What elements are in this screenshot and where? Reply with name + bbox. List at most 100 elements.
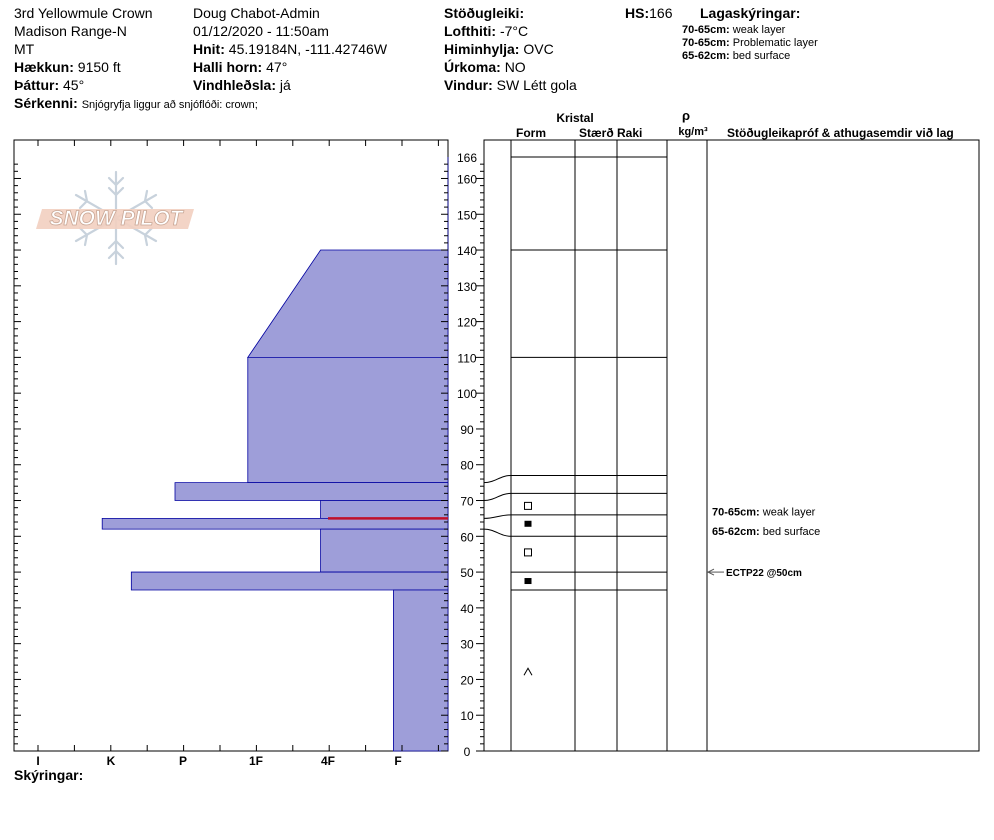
depth-label: 60 bbox=[460, 530, 474, 544]
size-header: Stærð bbox=[579, 126, 614, 140]
hardness-bottom-ticks: I K P 1F 4F F bbox=[36, 745, 439, 768]
hardness-tick-label: I bbox=[36, 754, 39, 768]
comment-texts: 70-65cm: weak layer 65-62cm: bed surface bbox=[712, 506, 820, 538]
hardness-tick-label: F bbox=[394, 754, 401, 768]
depth-label: 160 bbox=[457, 172, 477, 186]
features-value: Snjógryfja liggur að snjóflóði: crown; bbox=[81, 99, 258, 111]
comments-header: Stöðugleikapróf & athugasemdir við lag bbox=[727, 126, 954, 140]
depth-label: 20 bbox=[460, 673, 474, 687]
grain-filled-square-icon bbox=[524, 578, 532, 585]
elevation: Hækkun: 9150 ft bbox=[14, 58, 258, 76]
slope: Halli horn: 47° bbox=[193, 58, 387, 76]
layer-connector bbox=[483, 492, 512, 502]
aspect-label: Þáttur: bbox=[14, 77, 60, 93]
test-marks: ECTP22 @50cm bbox=[706, 568, 802, 579]
aspect-value: 45° bbox=[63, 77, 85, 93]
wind-label: Vindur: bbox=[444, 77, 493, 93]
depth-label: 150 bbox=[457, 208, 477, 222]
elevation-label: Hækkun: bbox=[14, 59, 74, 75]
coords-value: 45.19184N, -111.42746W bbox=[228, 41, 388, 57]
layer-connector bbox=[483, 474, 512, 484]
layer-table-frame bbox=[483, 139, 980, 752]
site-range: Madison Range-N bbox=[14, 23, 127, 39]
air-temp-value: -7°C bbox=[499, 23, 529, 39]
wind-loading: Vindhleðsla: já bbox=[193, 76, 387, 94]
layer-connector bbox=[483, 514, 512, 519]
grain-filled-square-icon bbox=[524, 520, 532, 527]
features: Sérkenni: Snjógryfja liggur að snjóflóði… bbox=[14, 94, 258, 112]
depth-label: 80 bbox=[460, 459, 474, 473]
site-name: 3rd Yellowmule Crown bbox=[14, 5, 153, 21]
depth-label: 0 bbox=[464, 745, 471, 759]
grain-open-square-icon bbox=[524, 501, 532, 510]
notes-label: Skýringar: bbox=[14, 767, 84, 783]
hardness-layer bbox=[130, 571, 449, 591]
hardness-tick-label: K bbox=[107, 754, 116, 768]
sky-value: OVC bbox=[523, 41, 554, 57]
layer-comment: 70-65cm: weak layer bbox=[712, 506, 816, 518]
layer-legend: 70-65cm: weak layer 70-65cm: Problematic… bbox=[682, 24, 818, 63]
snowpilot-logo: SNOW PILOT bbox=[36, 170, 194, 266]
air-temp-label: Lofthiti: bbox=[444, 23, 497, 39]
slope-label: Halli horn: bbox=[193, 59, 263, 75]
precip-value: NO bbox=[504, 59, 526, 75]
hardness-layer bbox=[320, 528, 449, 573]
coords-label: Hnit: bbox=[193, 41, 225, 57]
aspect: Þáttur: 45° bbox=[14, 76, 258, 94]
depth-label: 130 bbox=[457, 280, 477, 294]
layer-comment-range: 70-65cm: bbox=[712, 506, 763, 518]
legend-item: 65-62cm: bed surface bbox=[682, 50, 791, 62]
grain-caret-icon bbox=[523, 667, 533, 676]
conditions-info: Stöðugleiki: Lofthiti: -7°C Himinhylja: … bbox=[444, 4, 577, 94]
hardness-top-ticks bbox=[37, 140, 439, 146]
depth-label: 70 bbox=[460, 495, 474, 509]
test-result: ECTP22 @50cm bbox=[726, 568, 802, 579]
grain-symbols bbox=[523, 501, 533, 676]
depth-label: 110 bbox=[457, 351, 476, 365]
hardness-layer bbox=[392, 589, 449, 752]
wind-value: SW Létt gola bbox=[496, 77, 577, 93]
coordinates: Hnit: 45.19184N, -111.42746W bbox=[193, 40, 387, 58]
layer-rows bbox=[483, 156, 667, 591]
notes: Skýringar: bbox=[14, 766, 83, 784]
density-unit: kg/m³ bbox=[678, 126, 708, 138]
hardness-layer bbox=[174, 482, 449, 501]
arrow-left-icon bbox=[706, 568, 715, 576]
stability-label: Stöðugleiki: bbox=[444, 5, 525, 21]
hardness-tick-label: 4F bbox=[321, 754, 335, 768]
hs-value: 166 bbox=[649, 5, 673, 21]
kristal-header: Kristal bbox=[556, 111, 593, 125]
hardness-layer bbox=[101, 518, 449, 530]
hardness-layers bbox=[101, 157, 449, 752]
depth-label: 30 bbox=[460, 638, 474, 652]
snow-height: HS:166 bbox=[625, 4, 672, 22]
hardness-layer bbox=[247, 249, 449, 358]
density-symbol: ρ bbox=[682, 108, 690, 123]
depth-axis: 0 10 20 30 40 50 60 70 80 90 100 110 120 130 140 150 160… bbox=[14, 151, 518, 759]
layer-legend-title: Lagaskýringar: bbox=[700, 5, 801, 21]
layer-comment-range: 65-62cm: bbox=[712, 526, 763, 538]
observer-info: Doug Chabot-Admin 01/12/2020 - 11:50am H… bbox=[193, 4, 387, 94]
depth-label: 100 bbox=[457, 387, 477, 401]
precip-label: Úrkoma: bbox=[444, 59, 501, 75]
site-state: MT bbox=[14, 41, 35, 57]
depth-label: 166 bbox=[457, 151, 477, 165]
logo-text: SNOW PILOT bbox=[50, 207, 185, 230]
hardness-tick-label: 1F bbox=[249, 754, 263, 768]
wind-loading-value: já bbox=[279, 77, 291, 93]
depth-label: 50 bbox=[460, 566, 474, 580]
legend-item: 70-65cm: Problematic layer bbox=[682, 37, 818, 49]
depth-label: 40 bbox=[460, 602, 474, 616]
site-info: 3rd Yellowmule Crown Madison Range-N MT … bbox=[14, 4, 258, 112]
legend-item: 70-65cm: weak layer bbox=[682, 24, 786, 36]
layer-comment-text: weak layer bbox=[762, 506, 816, 518]
elevation-value: 9150 ft bbox=[77, 59, 121, 75]
depth-label: 10 bbox=[460, 709, 474, 723]
depth-label: 120 bbox=[457, 316, 477, 330]
hardness-layer bbox=[247, 356, 449, 484]
moisture-header: Raki bbox=[617, 126, 642, 140]
form-header: Form bbox=[516, 126, 546, 140]
grain-open-square-icon bbox=[524, 548, 532, 557]
wind-loading-label: Vindhleðsla: bbox=[193, 77, 276, 93]
